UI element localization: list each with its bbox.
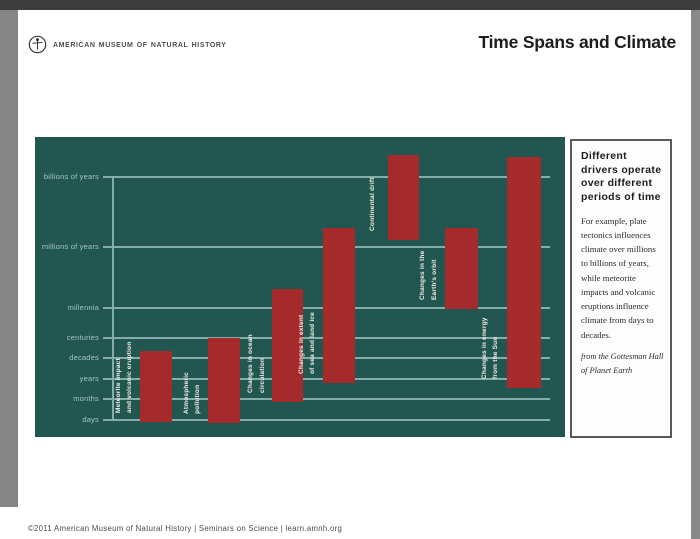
chart-bar-label: Changes in the Earth's orbit: [419, 250, 438, 300]
chart-bar-label: Meteorite impact and volcanic eruption: [114, 341, 133, 413]
axis-tick-label: months: [73, 394, 99, 403]
sidebar-body: For example, plate tectonics influences …: [581, 215, 656, 340]
axis-tick-label: billions of years: [43, 172, 99, 181]
amnh-logo: American Museum of Natural History: [28, 35, 227, 54]
footer-credits: ©2011 American Museum of Natural History…: [28, 524, 343, 533]
time-spans-chart: billions of years millions of years millen…: [35, 137, 565, 437]
chart-bar-label: Changes in energy from the Sun: [480, 317, 499, 379]
chart-bar: Changes in energy from the Sun: [481, 157, 541, 388]
page-right-margin: [691, 10, 700, 539]
chart-sidebar: Different drivers operate over different…: [570, 139, 672, 438]
chart-bar-label: Changes in extent of sea and land ice: [297, 312, 316, 374]
chart-bar: Meteorite impact and volcanic eruption: [115, 342, 172, 422]
browser-top-bar: [0, 0, 700, 10]
chart-bar-label: Continental drift: [368, 177, 376, 231]
amnh-logo-icon: [28, 35, 47, 54]
gridline: [103, 176, 550, 178]
axis-tick-label: years: [79, 374, 99, 383]
axis-tick-label: centuries: [66, 333, 99, 342]
axis-tick-label: millions of years: [41, 242, 99, 251]
sidebar-source: from the Gottesman Hall of Planet Earth: [581, 351, 664, 376]
axis-tick-label: days: [82, 415, 99, 424]
gridline: [103, 419, 550, 421]
axis-tick-label: decades: [69, 353, 99, 362]
axis-tick-label: millennia: [67, 303, 99, 312]
chart-bar: Changes in extent of sea and land ice: [298, 228, 355, 383]
chart-bar: Changes in ocean circulation: [247, 289, 303, 402]
chart-bar: Continental drift: [369, 155, 419, 240]
page-left-margin: [0, 10, 18, 507]
y-axis-line: [112, 176, 114, 421]
sidebar-heading: Different drivers operate over different…: [581, 150, 662, 203]
chart-bar-label: Changes in ocean circulation: [247, 334, 266, 393]
chart-bar: Atmospheric pollution: [183, 338, 240, 423]
gridline: [103, 398, 550, 400]
chart-bar-label: Atmospheric pollution: [182, 372, 201, 414]
chart-bar: Changes in the Earth's orbit: [419, 228, 478, 309]
logo-text: American Museum of Natural History: [53, 39, 227, 50]
page-title: Time Spans and Climate: [478, 32, 676, 52]
slide-page: American Museum of Natural History Time …: [18, 10, 691, 539]
